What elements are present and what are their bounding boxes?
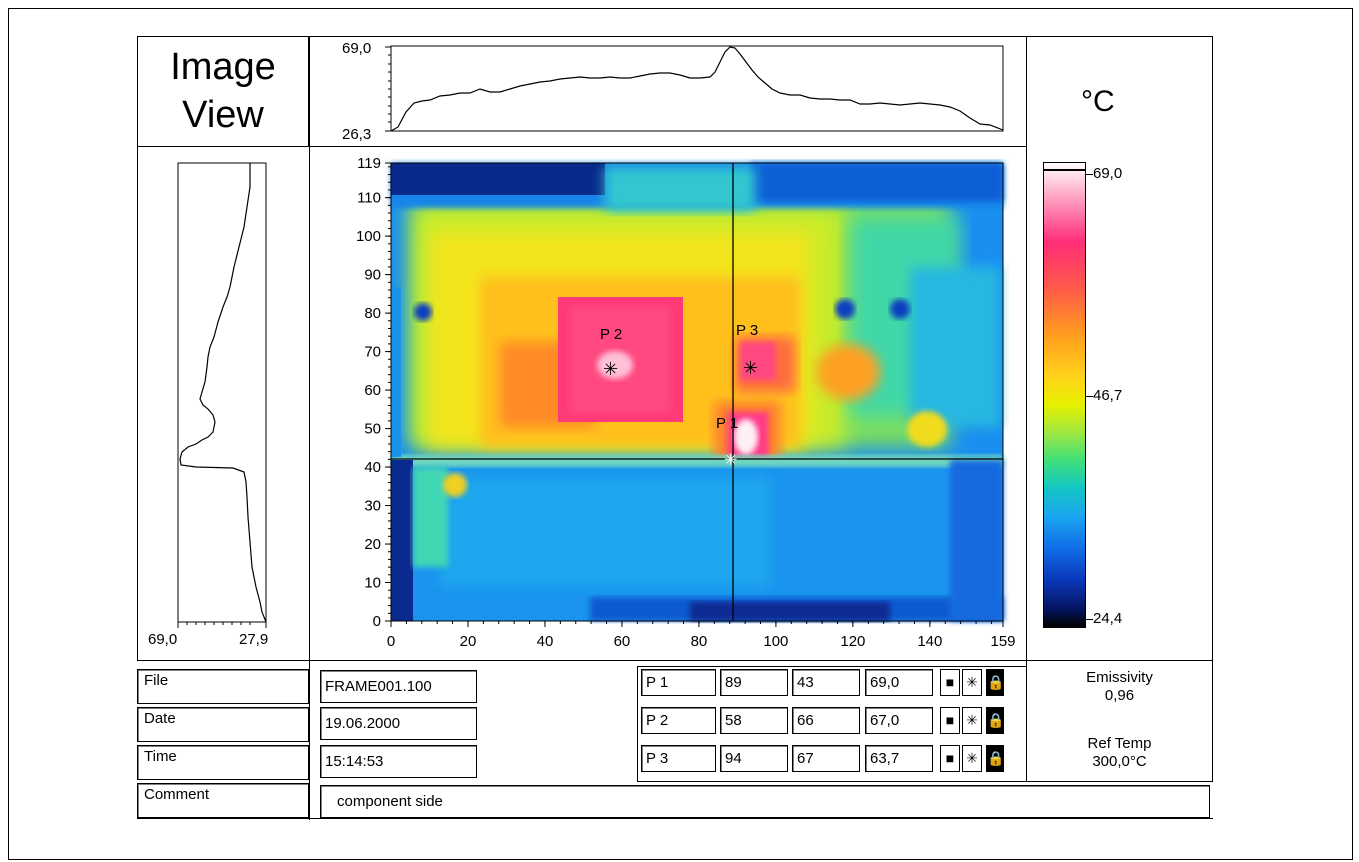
y-tick-label: 30 — [364, 498, 381, 515]
time-label: Time — [144, 748, 177, 765]
emissivity-value: 0,96 — [1104, 687, 1135, 704]
thermal-image-panel: P 2 ✳ P 3 ✳ P 1 ✳ 119 110 100 90 80 70 60 50 40 3… — [309, 146, 1027, 661]
y-tick-label: 90 — [364, 267, 381, 284]
x-tick-label: 40 — [537, 633, 554, 650]
ref-temp-block: Ref Temp 300,0°C — [1027, 735, 1212, 771]
colorbar-min-label: 24,4 — [1093, 610, 1123, 627]
point-3-color-icon[interactable]: ■ — [940, 745, 960, 772]
point-1-x-field[interactable]: 89 — [720, 669, 788, 696]
file-label: File — [144, 672, 169, 689]
point-1-color-icon[interactable]: ■ — [940, 669, 960, 696]
left-profile-box — [177, 162, 267, 623]
y-tick-label: 10 — [364, 575, 381, 592]
marker-p3[interactable]: P 3 ✳ — [736, 322, 758, 378]
unit-label: °C — [1081, 85, 1115, 118]
y-tick-label: 0 — [373, 613, 381, 630]
file-value-field[interactable]: FRAME001.100 — [320, 670, 477, 703]
left-profile-ticks — [177, 622, 267, 628]
point-3-temp-field[interactable]: 63,7 — [865, 745, 933, 772]
y-tick-label: 119 — [357, 155, 381, 172]
colorbar-mid-label: 46,7 — [1093, 387, 1123, 404]
colorbar-panel: °C 69,0 46,7 24,4 Emissivity 0,96 Ref Te… — [1026, 36, 1213, 782]
time-label-box: Time — [137, 745, 309, 780]
point-1-temp-field[interactable]: 69,0 — [865, 669, 933, 696]
y-tick-label: 110 — [357, 190, 381, 207]
point-3-y-field[interactable]: 67 — [792, 745, 860, 772]
point-2-name-field[interactable]: P 2 — [641, 707, 716, 734]
point-2-marker-icon[interactable]: ✳ — [962, 707, 982, 734]
comment-label-box: Comment — [137, 783, 309, 818]
left-profile-left-label: 69,0 — [148, 631, 177, 648]
time-value-field[interactable]: 15:14:53 — [320, 745, 477, 778]
top-profile-line — [390, 46, 1004, 132]
top-profile-max-label: 69,0 — [342, 40, 371, 57]
colorbar-max-label: 69,0 — [1093, 165, 1123, 182]
thermal-image — [391, 163, 1003, 621]
emissivity-label: Emissivity — [1086, 669, 1153, 686]
ref-temp-value: 300,0°C — [1092, 753, 1147, 770]
point-2-lock-icon[interactable]: 🔒 — [986, 707, 1004, 734]
x-tick-label: 80 — [691, 633, 708, 650]
comment-label: Comment — [144, 786, 210, 803]
point-2-temp-field[interactable]: 67,0 — [865, 707, 933, 734]
report-frame — [8, 8, 1353, 860]
marker-p2-icon: ✳ — [603, 359, 618, 379]
point-3-marker-icon[interactable]: ✳ — [962, 745, 982, 772]
marker-p1-icon: ✳ — [724, 452, 737, 469]
point-2-y-field[interactable]: 66 — [792, 707, 860, 734]
y-tick-label: 80 — [364, 305, 381, 322]
emissivity-block: Emissivity 0,96 — [1027, 669, 1212, 705]
left-profile-right-label: 27,9 — [239, 631, 268, 648]
left-profile-line — [179, 163, 267, 623]
point-1-y-field[interactable]: 43 — [792, 669, 860, 696]
x-tick-label: 120 — [840, 633, 865, 650]
marker-p3-icon: ✳ — [743, 358, 758, 378]
y-tick-label: 100 — [356, 228, 381, 245]
point-1-name-field[interactable]: P 1 — [641, 669, 716, 696]
point-2-color-icon[interactable]: ■ — [940, 707, 960, 734]
x-tick-label: 159 — [990, 633, 1015, 650]
marker-p3-label: P 3 — [736, 322, 758, 339]
marker-p2-label: P 2 — [600, 326, 622, 343]
x-tick-label: 60 — [614, 633, 631, 650]
marker-p2[interactable]: P 2 ✳ — [600, 326, 622, 379]
date-label-box: Date — [137, 707, 309, 742]
point-1-marker-icon[interactable]: ✳ — [962, 669, 982, 696]
top-profile-min-label: 26,3 — [342, 126, 371, 143]
view-title: Image View — [137, 36, 309, 147]
thermal-image-chart: P 2 ✳ P 3 ✳ P 1 ✳ 1191101009080706050403… — [356, 155, 1016, 650]
point-1-lock-icon[interactable]: 🔒 — [986, 669, 1004, 696]
date-label: Date — [144, 710, 176, 727]
left-profile-panel: 69,0 27,9 — [137, 146, 310, 661]
left-profile-chart: 69,0 27,9 — [148, 162, 268, 648]
comment-value-field[interactable]: component side — [320, 785, 1210, 818]
x-tick-label: 100 — [763, 633, 788, 650]
y-tick-label: 60 — [364, 382, 381, 399]
x-axis: 0 20 40 60 80 100 120 140 159 — [387, 621, 1016, 650]
point-3-x-field[interactable]: 94 — [720, 745, 788, 772]
top-profile-chart: 69,0 26,3 — [342, 40, 1004, 143]
x-tick-label: 20 — [460, 633, 477, 650]
date-value-field[interactable]: 19.06.2000 — [320, 707, 477, 740]
y-tick-label: 20 — [364, 536, 381, 553]
top-profile-ticks — [385, 46, 391, 132]
file-label-box: File — [137, 669, 309, 704]
point-3-name-field[interactable]: P 3 — [641, 745, 716, 772]
colorbar — [1043, 162, 1086, 628]
top-profile-box — [390, 45, 1004, 132]
marker-p1-label: P 1 — [716, 415, 738, 432]
y-tick-label: 70 — [364, 344, 381, 361]
y-tick-label: 50 — [364, 421, 381, 438]
marker-p1[interactable]: P 1 ✳ — [716, 415, 738, 469]
x-tick-label: 0 — [387, 633, 395, 650]
ref-temp-label: Ref Temp — [1087, 735, 1152, 752]
view-title-line-2: View — [182, 94, 264, 136]
point-2-x-field[interactable]: 58 — [720, 707, 788, 734]
y-tick-label: 40 — [364, 459, 381, 476]
x-tick-label: 140 — [917, 633, 942, 650]
top-profile-panel: 69,0 26,3 — [309, 36, 1027, 147]
point-3-lock-icon[interactable]: 🔒 — [986, 745, 1004, 772]
view-title-line-1: Image — [170, 46, 276, 88]
